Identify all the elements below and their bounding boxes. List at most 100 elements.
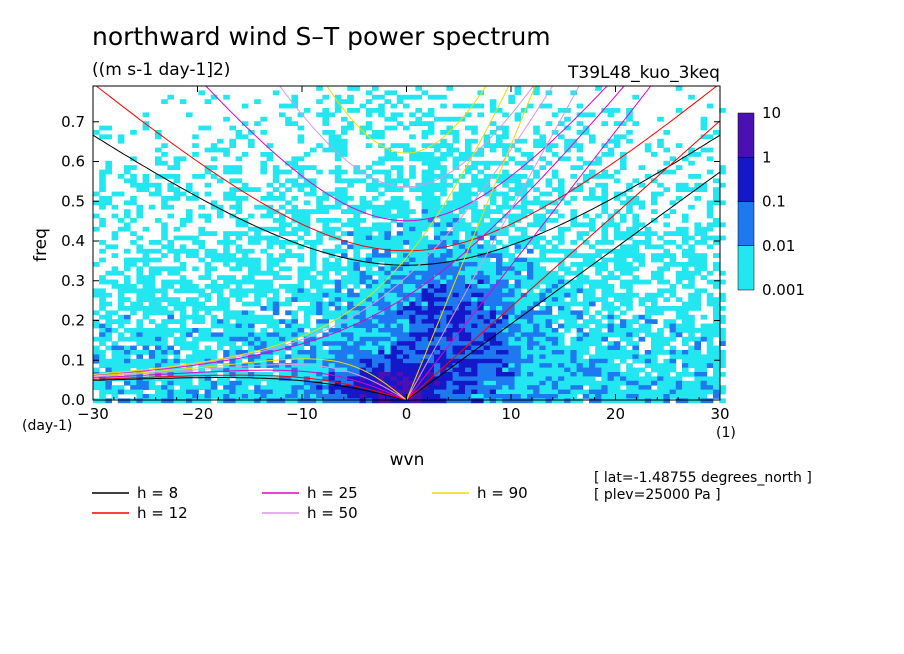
heatmap-cell (533, 301, 540, 307)
heatmap-cell (564, 310, 571, 316)
heatmap-cell (167, 240, 174, 245)
heatmap-cell (719, 336, 726, 342)
heatmap-cell (297, 376, 305, 382)
heatmap-cell (229, 358, 236, 364)
heatmap-cell (663, 169, 670, 175)
rossby-curve (93, 374, 407, 400)
heatmap-cell (303, 341, 311, 346)
heatmap-cell (657, 138, 664, 144)
heatmap-cell (260, 248, 267, 254)
heatmap-cell (440, 376, 447, 382)
heatmap-cell (434, 389, 441, 395)
heatmap-cell (148, 310, 156, 316)
heatmap-cell (564, 350, 571, 355)
heatmap-cell (396, 288, 404, 294)
heatmap-cell (210, 284, 218, 289)
heatmap-cell (663, 376, 670, 382)
heatmap-cell (167, 270, 174, 276)
heatmap-cell (713, 279, 720, 285)
heatmap-cell (558, 134, 565, 140)
heatmap-cell (595, 323, 602, 329)
heatmap-cell (514, 380, 522, 386)
heatmap-cell (440, 398, 447, 404)
heatmap-cell (601, 226, 608, 232)
heatmap-cell (477, 385, 484, 390)
heatmap-cell (496, 332, 503, 338)
heatmap-cell (167, 398, 174, 404)
heatmap-cell (390, 279, 398, 285)
heatmap-cell (477, 380, 484, 386)
heatmap-cell (266, 279, 274, 285)
heatmap-cell (675, 86, 683, 91)
colorbar-swatch (737, 112, 755, 158)
heatmap-cell (465, 345, 472, 351)
heatmap-cell (613, 262, 621, 267)
heatmap-cell (613, 292, 621, 298)
heatmap-cell (527, 240, 534, 245)
heatmap-cell (167, 332, 174, 338)
heatmap-cell (415, 244, 422, 250)
heatmap-cell (502, 248, 509, 254)
heatmap-cell (347, 319, 354, 324)
heatmap-cell (179, 301, 187, 307)
heatmap-cell (161, 160, 168, 166)
heatmap-cell (570, 218, 577, 223)
heatmap-cell (415, 196, 422, 201)
heatmap-cell (427, 240, 435, 245)
heatmap-cell (657, 288, 664, 294)
heatmap-cell (167, 182, 174, 188)
heatmap-cell (341, 354, 348, 360)
heatmap-cell (452, 196, 460, 201)
heatmap-cell (719, 169, 726, 175)
heatmap-cell (291, 345, 298, 351)
heatmap-cell (601, 389, 608, 395)
heatmap-cell (111, 345, 119, 351)
heatmap-cell (378, 350, 385, 355)
heatmap-cell (427, 213, 435, 219)
heatmap-cell (620, 262, 627, 267)
heatmap-cell (483, 240, 491, 245)
heatmap-cell (248, 248, 255, 254)
heatmap-cell (117, 191, 125, 197)
heatmap-cell (291, 165, 298, 170)
heatmap-cell (682, 323, 689, 329)
heatmap-cell (272, 218, 280, 223)
heatmap-cell (632, 314, 639, 320)
heatmap-cell (421, 226, 429, 232)
heatmap-cell (155, 323, 162, 329)
heatmap-cell (452, 231, 460, 236)
heatmap-cell (117, 218, 125, 223)
heatmap-cell (564, 314, 571, 320)
heatmap-cell (291, 332, 298, 338)
heatmap-cell (477, 394, 484, 399)
heatmap-cell (409, 266, 416, 272)
heatmap-cell (142, 125, 150, 131)
heatmap-cell (651, 350, 658, 355)
heatmap-cell (260, 235, 267, 241)
heatmap-cell (322, 226, 329, 232)
heatmap-cell (403, 297, 410, 302)
heatmap-cell (99, 288, 106, 294)
heatmap-cell (347, 86, 354, 91)
heatmap-cell (254, 358, 261, 364)
heatmap-cell (700, 187, 708, 192)
heatmap-cell (167, 358, 174, 364)
heatmap-cell (514, 86, 522, 91)
heatmap-cell (489, 372, 497, 377)
heatmap-cell (192, 328, 199, 333)
heatmap-cell (396, 297, 404, 302)
heatmap-cell (688, 297, 695, 302)
heatmap-cell (434, 266, 441, 272)
heatmap-cell (390, 328, 398, 333)
heatmap-cell (527, 389, 534, 395)
heatmap-cell (533, 270, 540, 276)
heatmap-cell (365, 279, 373, 285)
heatmap-cell (365, 204, 373, 210)
heatmap-cell (161, 358, 168, 364)
heatmap-cell (421, 200, 429, 206)
heatmap-cell (403, 240, 410, 245)
heatmap-cell (235, 389, 243, 395)
heatmap-cell (514, 178, 522, 184)
heatmap-cell (520, 231, 528, 236)
heatmap-cell (644, 350, 652, 355)
